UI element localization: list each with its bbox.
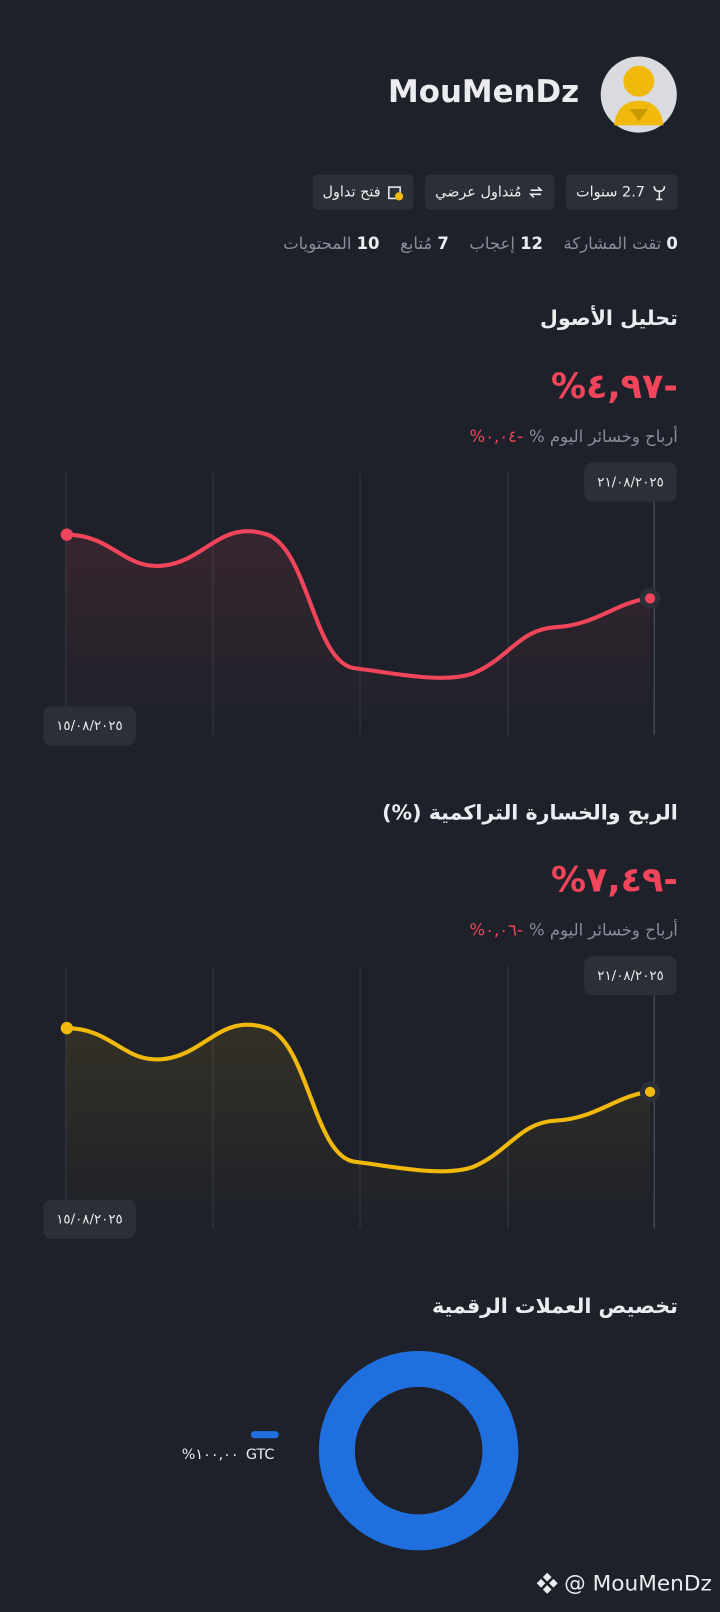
footer: @ MouMenDz <box>564 1570 712 1596</box>
icon <box>528 186 543 198</box>
stat[interactable]: 10المحتويات <box>283 233 379 253</box>
start-date: ١٥/٠٨/٢٠٢٥ <box>56 718 123 734</box>
badge[interactable]: فتح تداول <box>312 174 414 210</box>
big-value: %٧,٤٩- <box>550 859 678 901</box>
legend-name: GTC <box>245 1446 275 1463</box>
legend-swatch <box>250 1431 279 1439</box>
badge[interactable]: مُتداول عرضي <box>424 174 555 210</box>
big-value: %٤,٩٧- <box>550 366 678 408</box>
stats: 0تقت المشاركة 12إعجاب 7مُتابع 10المحتويا… <box>283 233 678 253</box>
start-dot <box>60 1021 74 1035</box>
stat-label: إعجاب <box>469 233 515 253</box>
daily-label: أرباح وخسائر اليوم % <box>529 920 678 940</box>
stat-value: 12 <box>520 233 543 253</box>
daily-value: %٠,٠٦- <box>469 920 523 940</box>
stat-value: 7 <box>437 233 449 253</box>
badge-text: مُتداول عرضي <box>435 184 522 201</box>
badge[interactable]: 2.7 سنوات <box>565 174 678 210</box>
stat-value: 10 <box>356 233 380 253</box>
legend-value: %١٠٠,٠٠ <box>181 1446 239 1463</box>
end-date: ٢١/٠٨/٢٠٢٥ <box>597 474 664 490</box>
username: MouMenDz <box>388 74 580 111</box>
stat-label: المحتويات <box>283 233 352 253</box>
daily-row: أرباح وخسائر اليوم % %٠,٠٤- <box>470 427 678 447</box>
badge-text: فتح تداول <box>322 184 381 201</box>
end-dot-core <box>644 593 656 604</box>
daily-label: أرباح وخسائر اليوم % <box>529 426 678 447</box>
end-date: ٢١/٠٨/٢٠٢٥ <box>597 967 664 984</box>
section-title: الربح والخسارة التراكمية (%) <box>382 799 678 825</box>
date-tooltip: ١٥/٠٨/٢٠٢٥ <box>43 706 136 746</box>
stat-label: مُتابع <box>400 233 433 253</box>
icon <box>653 186 666 201</box>
start-date: ١٥/٠٨/٢٠٢٥ <box>56 1211 123 1228</box>
stat[interactable]: 7مُتابع <box>400 233 449 253</box>
asset-area <box>65 531 651 730</box>
stat[interactable]: 0تقت المشاركة <box>564 233 678 253</box>
section-title: تخصيص العملات الرقمية <box>432 1293 678 1319</box>
date-tooltip: ١٥/٠٨/٢٠٢٥ <box>43 1199 136 1239</box>
start-dot <box>60 528 74 541</box>
avatar[interactable] <box>600 56 677 133</box>
section-title: تحليل الأصول <box>539 305 678 331</box>
pnl-line <box>65 1022 651 1174</box>
asset-line <box>65 529 651 680</box>
badges: 2.7 سنوات مُتداول عرضي فتح تداول <box>312 174 678 210</box>
stat[interactable]: 12إعجاب <box>469 233 543 253</box>
stat-label: تقت المشاركة <box>563 233 662 253</box>
icon <box>388 186 404 201</box>
date-tooltip: ٢١/٠٨/٢٠٢٥ <box>584 956 677 996</box>
end-dot-core <box>644 1086 656 1097</box>
binance-logo <box>536 1572 558 1594</box>
daily-row: أرباح وخسائر اليوم % %٠,٠٦- <box>470 920 678 940</box>
donut <box>318 1350 519 1551</box>
badge-text: 2.7 سنوات <box>576 184 645 201</box>
donut-segment <box>318 1350 519 1551</box>
daily-value: %٠,٠٤- <box>469 426 523 447</box>
stat-value: 0 <box>666 233 678 253</box>
pnl-area <box>65 1024 651 1224</box>
date-tooltip: ٢١/٠٨/٢٠٢٥ <box>584 462 677 502</box>
